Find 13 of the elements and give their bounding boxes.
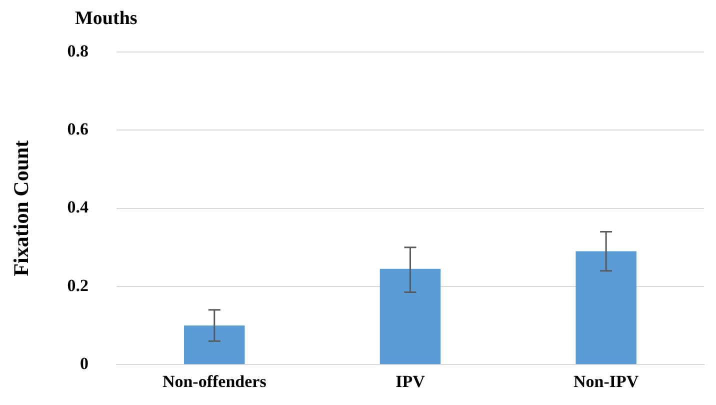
y-tick-label: 0.4 (67, 198, 89, 217)
bar (380, 268, 441, 364)
y-tick-label: 0.6 (67, 120, 88, 139)
y-tick-label: 0 (80, 354, 88, 373)
chart-title: Mouths (75, 8, 138, 30)
bar (184, 326, 245, 364)
y-tick-label: 0.8 (67, 41, 88, 60)
x-tick-label: Non-IPV (573, 372, 640, 392)
x-tick-label: IPV (396, 372, 426, 392)
y-tick-label: 0.2 (67, 276, 88, 295)
bar (576, 251, 636, 364)
x-tick-label: Non-offenders (162, 372, 267, 392)
y-axis-title: Fixation Count (9, 140, 34, 276)
